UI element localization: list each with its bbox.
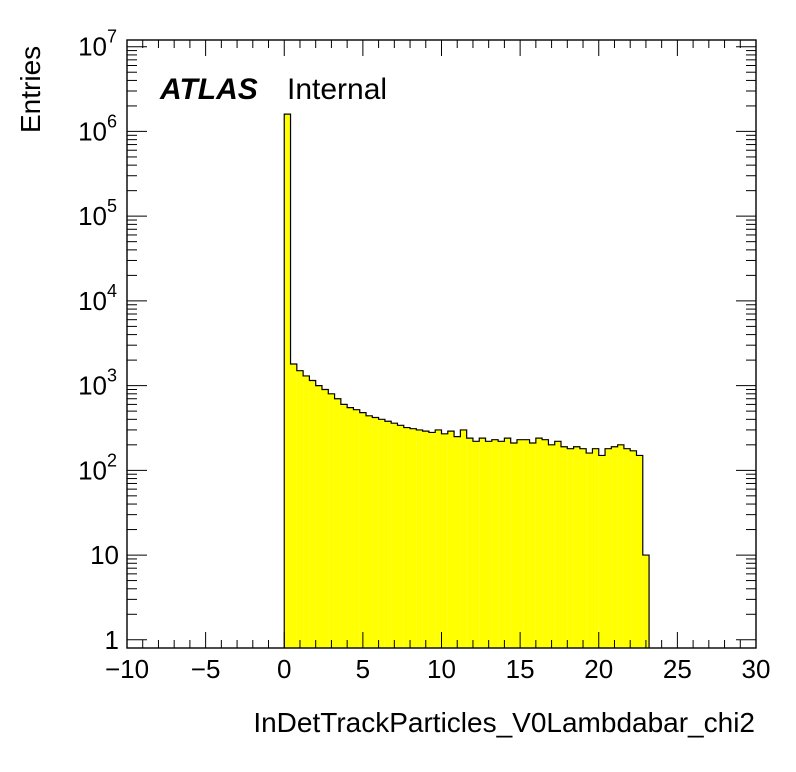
histogram-bar	[428, 432, 436, 648]
histogram-bar	[498, 441, 505, 648]
histogram-bar	[303, 375, 310, 648]
histogram-bar	[479, 438, 486, 648]
histogram-bar	[441, 433, 448, 648]
histogram-bar	[353, 409, 360, 648]
histogram-bar	[630, 450, 637, 648]
histogram-bar	[523, 439, 530, 648]
histogram-bar	[472, 441, 480, 648]
histogram-bar	[359, 412, 367, 648]
histogram-bar	[340, 404, 348, 648]
histogram-bar	[561, 446, 568, 648]
histogram-bar	[403, 427, 411, 648]
histogram-bar	[391, 423, 398, 648]
histogram-bar	[416, 429, 423, 648]
y-tick-label: 107	[78, 27, 117, 62]
histogram-bar	[554, 441, 562, 648]
atlas-label: ATLAS	[159, 73, 258, 106]
y-axis-ticks	[127, 46, 756, 641]
histogram-bar	[573, 446, 580, 648]
histogram-bar	[410, 428, 417, 648]
histogram-bar	[290, 363, 297, 648]
histogram-bar	[378, 419, 385, 648]
x-tick-label: 30	[742, 654, 771, 684]
x-axis-tick-labels: −10 −5 0 5 10 15 20 25 30	[105, 654, 771, 684]
y-tick-label: 104	[78, 281, 117, 316]
histogram-bar	[579, 448, 587, 648]
histogram-bar	[435, 429, 442, 648]
histogram-bar	[598, 455, 606, 648]
histogram-outline	[283, 113, 650, 648]
histogram-bar	[567, 448, 574, 648]
y-tick-label: 1	[105, 625, 119, 655]
x-axis-ticks	[126, 40, 757, 648]
histogram-bar	[334, 398, 341, 648]
histogram-bar	[321, 389, 329, 648]
histogram-bar	[548, 444, 555, 648]
y-tick-label: 103	[78, 366, 117, 401]
y-axis-tick-labels: 1 10 102 103 104 105 106 107	[78, 27, 119, 655]
histogram-bar	[636, 455, 643, 648]
y-tick-label: 102	[78, 450, 117, 485]
x-axis-title: InDetTrackParticles_V0Lambdabar_chi2	[253, 707, 755, 738]
histogram-bar	[284, 114, 291, 648]
x-tick-label: −5	[191, 654, 221, 684]
histogram-bar	[384, 421, 392, 648]
histogram-bar	[642, 555, 650, 648]
x-tick-label: 25	[663, 654, 692, 684]
x-tick-label: 10	[427, 654, 456, 684]
histogram-bar	[422, 431, 429, 648]
histogram-bar	[460, 429, 467, 648]
histogram-bar	[510, 443, 517, 648]
histogram-bar	[328, 393, 335, 648]
x-tick-label: −10	[105, 654, 149, 684]
histogram-bar	[397, 425, 404, 648]
histogram-bar	[504, 438, 511, 648]
y-tick-label: 10	[90, 540, 119, 570]
x-tick-label: 20	[584, 654, 613, 684]
histogram-bar	[447, 431, 455, 648]
histogram-bar	[315, 385, 322, 648]
internal-label: Internal	[287, 73, 387, 106]
y-tick-label: 105	[78, 196, 117, 231]
histogram-bar	[491, 439, 499, 648]
histogram-bars	[284, 114, 650, 648]
x-tick-label: 5	[356, 654, 370, 684]
histogram-bar	[516, 439, 524, 648]
histogram-bar	[309, 380, 316, 648]
x-tick-label: 15	[506, 654, 535, 684]
histogram-bar	[372, 417, 379, 648]
x-tick-label: 0	[277, 654, 291, 684]
histogram-bar	[605, 448, 612, 648]
histogram-bar	[347, 407, 354, 648]
histogram-bar	[366, 415, 373, 648]
y-axis-title: Entries	[15, 46, 46, 133]
histogram-bar	[485, 441, 492, 648]
histogram-bar	[592, 448, 599, 648]
y-tick-label: 106	[78, 111, 117, 146]
histogram-bar	[611, 446, 618, 648]
histogram-bar	[623, 448, 631, 648]
histogram-bar	[535, 438, 543, 648]
histogram-bar	[617, 444, 624, 648]
histogram-bar	[529, 443, 536, 648]
histogram-bar	[586, 453, 593, 648]
histogram-bar	[466, 438, 473, 648]
histogram-bar	[454, 436, 461, 648]
histogram-bar	[296, 370, 304, 648]
histogram-bar	[542, 439, 549, 648]
